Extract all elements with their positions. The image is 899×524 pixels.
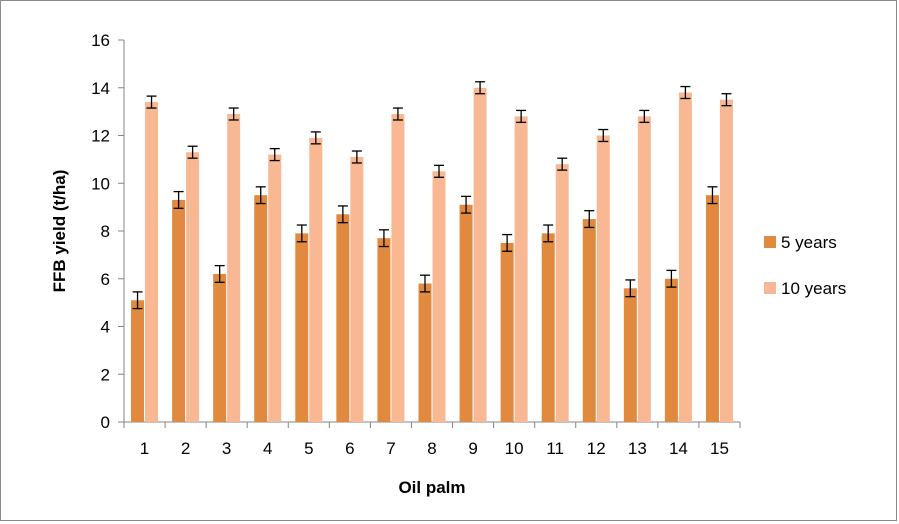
y-tick-label: 0 bbox=[101, 413, 110, 432]
y-axis-title: FFB yield (t/ha) bbox=[50, 170, 69, 293]
bar bbox=[309, 137, 323, 422]
y-tick-label: 16 bbox=[91, 31, 110, 50]
bar bbox=[295, 233, 309, 422]
bar bbox=[555, 164, 569, 422]
legend-label: 10 years bbox=[781, 279, 846, 298]
bar bbox=[637, 116, 651, 423]
x-axis-title: Oil palm bbox=[398, 478, 465, 497]
y-tick-label: 6 bbox=[101, 270, 110, 289]
bar bbox=[664, 278, 678, 422]
x-tick-label: 13 bbox=[628, 439, 647, 458]
y-tick-label: 8 bbox=[101, 222, 110, 241]
x-tick-label: 4 bbox=[263, 439, 272, 458]
x-tick-label: 1 bbox=[140, 439, 149, 458]
bar bbox=[418, 283, 432, 422]
bar bbox=[678, 92, 692, 423]
bar bbox=[432, 171, 446, 422]
bar bbox=[336, 214, 350, 422]
bar bbox=[227, 114, 241, 422]
x-tick-label: 15 bbox=[710, 439, 729, 458]
x-tick-label: 8 bbox=[427, 439, 436, 458]
bar bbox=[719, 99, 733, 422]
x-tick-label: 11 bbox=[546, 439, 564, 458]
bar bbox=[473, 87, 487, 422]
bar bbox=[541, 233, 555, 422]
bar bbox=[131, 300, 145, 422]
x-tick-label: 9 bbox=[468, 439, 477, 458]
x-tick-label: 10 bbox=[505, 439, 524, 458]
x-tick-label: 7 bbox=[386, 439, 395, 458]
bar bbox=[350, 156, 364, 423]
y-tick-label: 10 bbox=[91, 174, 110, 193]
bar bbox=[514, 116, 528, 423]
y-tick-label: 12 bbox=[91, 127, 110, 146]
bar bbox=[623, 288, 637, 422]
bar bbox=[705, 195, 719, 422]
bar bbox=[172, 199, 186, 422]
legend-swatch bbox=[764, 282, 776, 294]
x-tick-label: 14 bbox=[669, 439, 688, 458]
x-tick-label: 5 bbox=[304, 439, 313, 458]
y-axis: 0 2 4 6 8 10 12 14 16 bbox=[91, 31, 125, 432]
y-tick-label: 14 bbox=[91, 79, 110, 98]
x-tick-label: 3 bbox=[222, 439, 231, 458]
legend-swatch bbox=[764, 236, 776, 248]
bars bbox=[131, 87, 733, 423]
bar bbox=[268, 154, 282, 422]
x-tick-label: 6 bbox=[345, 439, 354, 458]
error-bars bbox=[132, 81, 732, 310]
x-tick-label: 2 bbox=[181, 439, 190, 458]
x-tick-label: 12 bbox=[587, 439, 606, 458]
bar bbox=[186, 152, 200, 422]
y-tick-label: 2 bbox=[101, 365, 110, 384]
bar bbox=[596, 135, 610, 422]
x-axis: 1 2 3 4 5 6 7 8 9 10 11 12 13 14 15 bbox=[123, 421, 741, 458]
bar bbox=[377, 238, 391, 422]
legend: 5 years 10 years bbox=[764, 233, 846, 298]
legend-label: 5 years bbox=[781, 233, 837, 252]
bar bbox=[582, 219, 596, 422]
bar bbox=[459, 204, 473, 422]
y-tick-label: 4 bbox=[101, 318, 110, 337]
bar bbox=[145, 102, 159, 422]
bar bbox=[213, 273, 227, 422]
bar bbox=[500, 242, 514, 422]
bar bbox=[391, 114, 405, 422]
bar bbox=[254, 195, 268, 422]
